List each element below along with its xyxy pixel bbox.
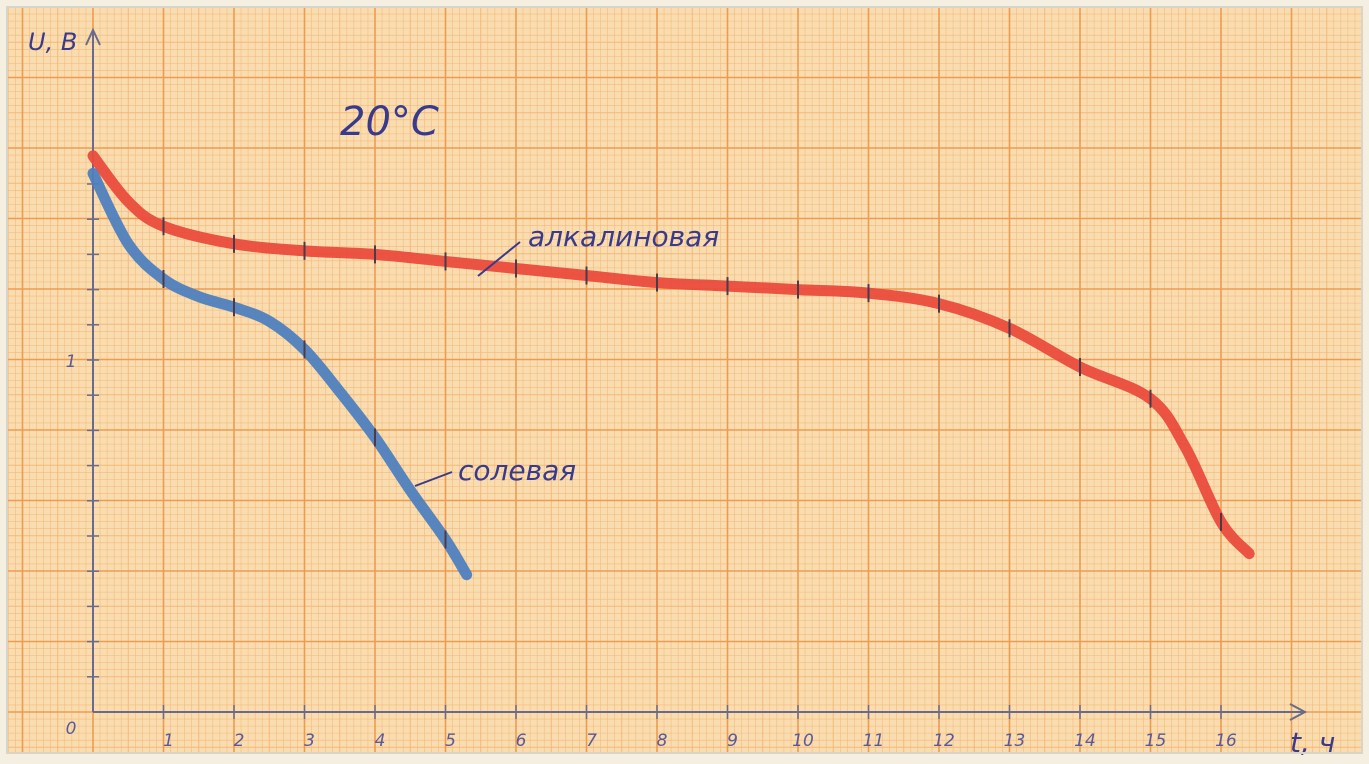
x-tick-label: 15: [1145, 731, 1167, 751]
x-tick-label: 4: [375, 731, 386, 751]
x-tick-label: 13: [1004, 731, 1026, 751]
x-tick-label: 9: [727, 731, 738, 751]
x-ticks: 01 2 3 4 5 6 7 8 9 10 11 12 13 14 15 16: [66, 705, 1237, 751]
x-tick-label: 3: [304, 731, 315, 751]
x-tick-label: 1: [163, 731, 174, 751]
x-tick-label: 11: [863, 731, 885, 751]
saline-leader-line: [414, 471, 453, 487]
x-tick-label: 0: [66, 719, 77, 739]
series-line-alkaline: [87, 150, 1255, 560]
y-axis-arrow: [85, 27, 101, 46]
y-tick-label: 1: [66, 352, 77, 372]
axes: [85, 27, 1308, 721]
series-label-alkaline: алкалиновая: [528, 220, 719, 253]
x-tick-label: 5: [445, 731, 456, 751]
x-tick-label: 16: [1215, 731, 1237, 751]
series-line-saline: [87, 167, 473, 581]
x-tick-label: 8: [657, 731, 668, 751]
series-layer: [87, 150, 1255, 581]
x-tick-label: 10: [792, 731, 814, 751]
series-label-saline: солевая: [458, 454, 576, 487]
marker-layer: [162, 217, 1222, 549]
paper-frame: [6, 6, 1363, 754]
y-axis-label: U, В: [28, 28, 77, 56]
x-tick-label: 7: [586, 731, 597, 751]
x-tick-label: 6: [516, 731, 527, 751]
x-tick-label: 2: [234, 731, 245, 751]
x-tick-label: 12: [933, 731, 955, 751]
alkaline-leader-line: [477, 241, 521, 277]
x-tick-label: 14: [1074, 731, 1096, 751]
chart-title: 20°C: [340, 99, 439, 145]
x-axis-arrow: [1289, 703, 1308, 721]
